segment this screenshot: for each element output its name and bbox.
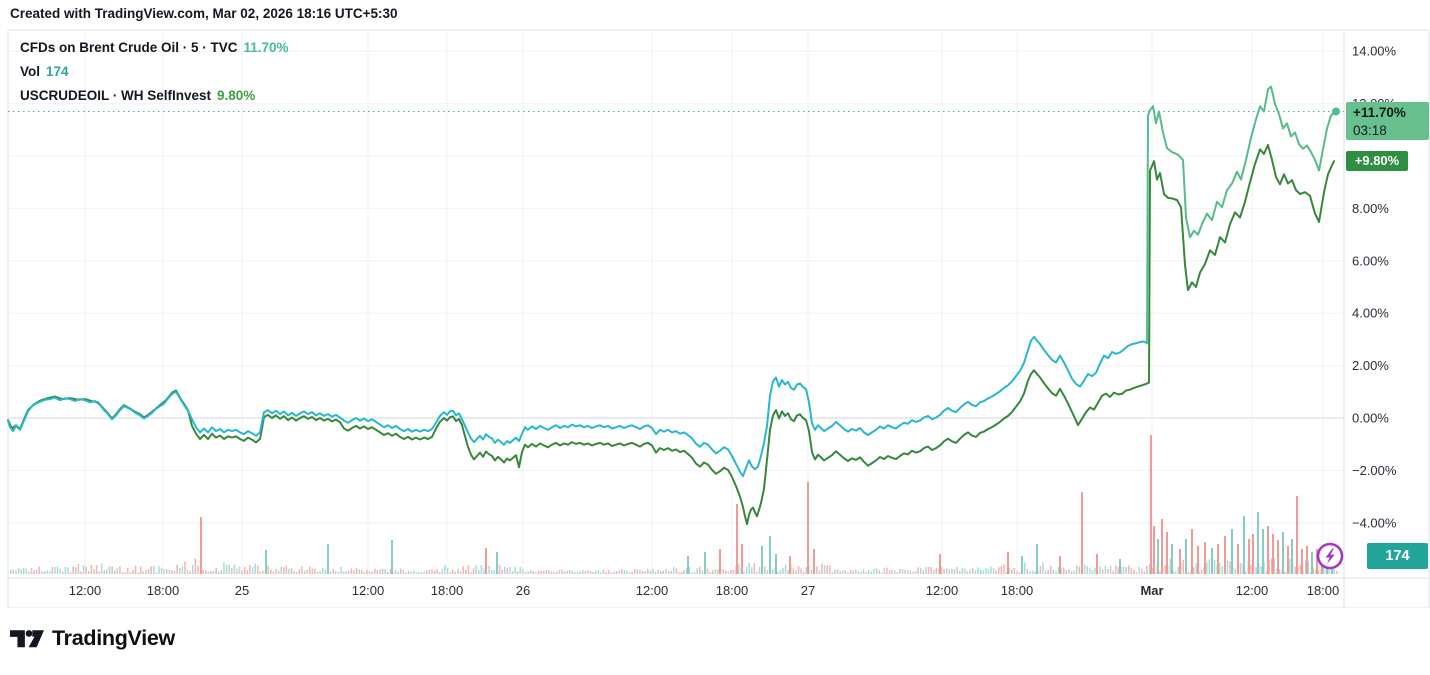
price-badge-compare: +9.80% [1346, 151, 1408, 171]
time-axis-label: 27 [801, 583, 815, 598]
legend-compare-value: 9.80% [217, 88, 256, 103]
price-axis-label: 4.00% [1352, 306, 1389, 321]
price-badge-main-countdown: 03:18 [1353, 123, 1387, 138]
attribution-text: Created with TradingView.com, Mar 02, 20… [10, 6, 398, 21]
time-axis-label: Mar [1140, 583, 1163, 598]
price-axis-label: −2.00% [1352, 463, 1397, 478]
time-axis-label: 18:00 [431, 583, 464, 598]
legend-volume-value: 174 [46, 64, 69, 79]
legend-compare-title: USCRUDEOIL · WH SelfInvest [20, 88, 212, 103]
tradingview-wordmark: TradingView [52, 625, 175, 650]
time-axis-label: 18:00 [147, 583, 180, 598]
legend-row-compare[interactable]: USCRUDEOIL · WH SelfInvest 9.80% [20, 84, 289, 108]
time-axis-label: 12:00 [636, 583, 669, 598]
price-axis-label: 14.00% [1352, 44, 1397, 59]
legend-volume-title: Vol [20, 64, 40, 79]
time-axis-label: 25 [235, 583, 249, 598]
time-axis-label: 12:00 [352, 583, 385, 598]
legend-main-value: 11.70% [243, 40, 289, 55]
tradingview-logo[interactable]: TradingView [10, 621, 175, 655]
price-axis-label: −4.00% [1352, 515, 1397, 530]
price-axis-label: 6.00% [1352, 253, 1389, 268]
price-badge-main-value: +11.70% [1353, 105, 1406, 120]
time-axis-label: 12:00 [69, 583, 102, 598]
legend-row-volume[interactable]: Vol 174 [20, 60, 289, 84]
price-axis-label: 2.00% [1352, 358, 1389, 373]
chart-container: 14.00%12.00%10.00%8.00%6.00%4.00%2.00%0.… [0, 0, 1430, 608]
legend-main-title: CFDs on Brent Crude Oil · 5 · TVC [20, 40, 238, 55]
price-axis-label: 0.00% [1352, 411, 1389, 426]
time-axis-label: 12:00 [926, 583, 959, 598]
price-badge-main: +11.70% 03:18 [1346, 102, 1429, 140]
time-axis-label: 18:00 [1001, 583, 1034, 598]
tradingview-mark-icon [10, 630, 44, 648]
time-axis-label: 18:00 [1307, 583, 1340, 598]
volume-axis-badge: 174 [1367, 543, 1428, 569]
time-axis-label: 18:00 [716, 583, 749, 598]
legend: CFDs on Brent Crude Oil · 5 · TVC 11.70% … [20, 36, 289, 108]
price-chart-canvas[interactable]: 14.00%12.00%10.00%8.00%6.00%4.00%2.00%0.… [0, 0, 1430, 608]
legend-row-main[interactable]: CFDs on Brent Crude Oil · 5 · TVC 11.70% [20, 36, 289, 60]
time-axis-label: 26 [516, 583, 530, 598]
lightning-icon[interactable] [1316, 542, 1344, 570]
price-axis-label: 8.00% [1352, 201, 1389, 216]
time-axis-label: 12:00 [1236, 583, 1269, 598]
